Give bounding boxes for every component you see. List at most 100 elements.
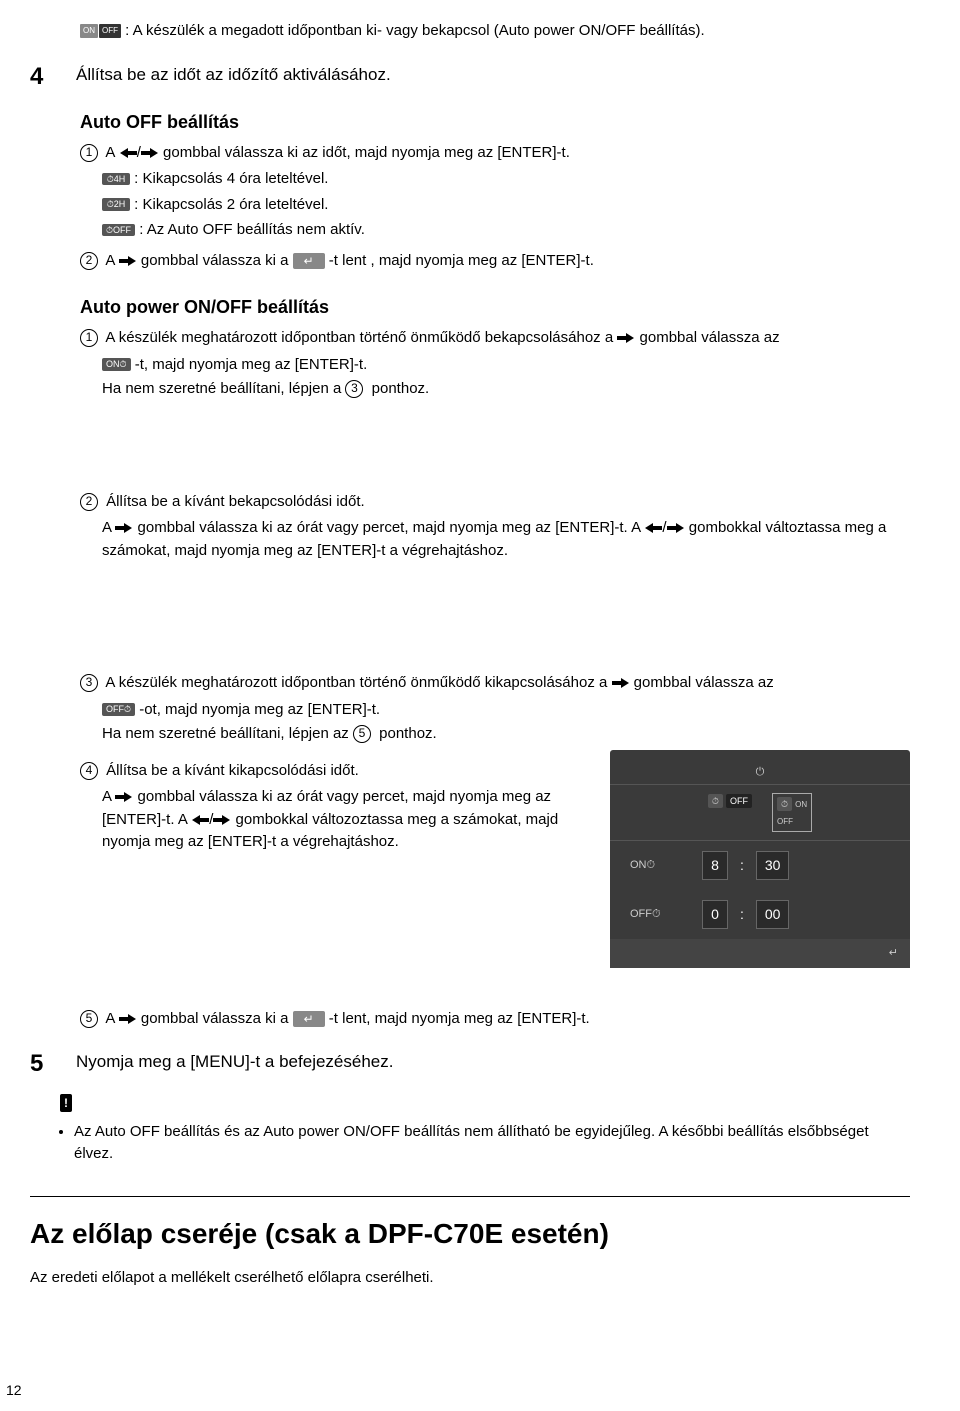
return-icon: ↵ xyxy=(293,253,325,269)
right-arrow-icon xyxy=(141,148,159,158)
auto-power-step-4b: A gombbal válassza ki az órát vagy perce… xyxy=(102,786,642,854)
left-arrow-icon xyxy=(191,815,209,825)
auto-off-step-2: 2 A gombbal válassza ki a ↵ -t lent , ma… xyxy=(80,250,910,273)
step-4-number: 4 xyxy=(30,59,70,95)
badge-2h-icon: ⏱2H xyxy=(102,198,130,211)
opt-off: ⏱OFF : Az Auto OFF beállítás nem aktív. xyxy=(102,219,910,242)
off-label: OFF⏱ xyxy=(630,906,690,923)
auto-off-step-1: 1 A / gombbal válassza ki az időt, majd … xyxy=(80,142,910,165)
note-item: Az Auto OFF beállítás és az Auto power O… xyxy=(74,1121,910,1166)
on-label: ON⏱ xyxy=(630,857,690,874)
text: -t lent, majd nyomja meg az [ENTER]-t. xyxy=(329,1010,590,1027)
off-hour: 0 xyxy=(702,900,728,929)
left-arrow-icon xyxy=(644,523,662,533)
step-4: 4 Állítsa be az időt az időzítő aktiválá… xyxy=(30,59,910,95)
auto-power-step-5: 5 A gombbal válassza ki a ↵ -t lent, maj… xyxy=(80,1008,910,1031)
step-5-text: Nyomja meg a [MENU]-t a befejezéséhez. xyxy=(76,1046,393,1075)
right-arrow-icon xyxy=(115,792,133,802)
text: : Kikapcsolás 4 óra leteltével. xyxy=(134,170,328,187)
step-5: 5 Nyomja meg a [MENU]-t a befejezéséhez. xyxy=(30,1046,910,1082)
text: gombbal válassza az xyxy=(634,674,774,691)
screen-mode-1: ⏱ OFF xyxy=(708,793,752,832)
right-arrow-icon xyxy=(213,815,231,825)
on-min: 30 xyxy=(756,851,790,880)
section-heading: Az előlap cseréje (csak a DPF-C70E eseté… xyxy=(30,1213,910,1255)
on-clock-badge-icon: ON⏱ xyxy=(102,358,131,371)
text: Ha nem szeretné beállítani, lépjen az xyxy=(102,725,353,742)
colon: : xyxy=(740,855,744,876)
auto-power-step-3: 3 A készülék meghatározott időpontban tö… xyxy=(80,672,910,695)
screen-footer: ↵ xyxy=(610,939,910,968)
circled-4: 4 xyxy=(80,762,98,780)
step-5-number: 5 xyxy=(30,1046,70,1082)
screen-header: ⏻ xyxy=(610,760,910,786)
screen-mockup: ⏻ ⏱ OFF ⏱ ONOFF ON⏱ 8 : 30 OFF⏱ 0 : 00 ↵ xyxy=(610,750,910,968)
right-arrow-icon xyxy=(115,523,133,533)
step-4-text: Állítsa be az időt az időzítő aktiválásá… xyxy=(76,59,391,88)
text: A xyxy=(105,1010,118,1027)
intro-text: : A készülék a megadott időpontban ki- v… xyxy=(125,22,704,39)
on-hour: 8 xyxy=(702,851,728,880)
text: gombbal válassza ki a xyxy=(141,1010,293,1027)
text: ponthoz. xyxy=(372,380,430,397)
text: gombbal válassza ki az órát vagy percet,… xyxy=(138,519,645,536)
on-time-row: ON⏱ 8 : 30 xyxy=(610,841,910,890)
text: A xyxy=(102,519,115,536)
auto-power-step-3c: Ha nem szeretné beállítani, lépjen az 5 … xyxy=(102,723,910,746)
badge-4h-icon: ⏱4H xyxy=(102,173,130,186)
text: -ot, majd nyomja meg az [ENTER]-t. xyxy=(139,701,380,718)
text: A xyxy=(105,144,118,161)
text: gombbal válassza ki a xyxy=(141,252,293,269)
text: A xyxy=(105,252,118,269)
right-arrow-icon xyxy=(119,256,137,266)
note-list: Az Auto OFF beállítás és az Auto power O… xyxy=(60,1121,910,1166)
section-divider xyxy=(30,1196,910,1197)
return-icon: ↵ xyxy=(293,1011,325,1027)
text: gombbal válassza az xyxy=(640,329,780,346)
auto-power-title: Auto power ON/OFF beállítás xyxy=(80,294,910,321)
off-min: 00 xyxy=(756,900,790,929)
circled-2: 2 xyxy=(80,252,98,270)
section-sub: Az eredeti előlapot a mellékelt cserélhe… xyxy=(30,1267,910,1290)
auto-power-step-1c: Ha nem szeretné beállítani, lépjen a 3 p… xyxy=(102,378,910,401)
right-arrow-icon xyxy=(667,523,685,533)
text: ponthoz. xyxy=(379,725,437,742)
right-arrow-icon xyxy=(617,333,635,343)
return-icon: ↵ xyxy=(889,947,898,959)
circled-3-ref: 3 xyxy=(345,380,363,398)
screen-mode-2: ⏱ ONOFF xyxy=(772,793,812,832)
off-clock-badge-icon: OFF⏱ xyxy=(102,703,135,716)
mini-off: OFF xyxy=(99,24,121,38)
right-arrow-icon xyxy=(612,678,630,688)
screen-mode-row: ⏱ OFF ⏱ ONOFF xyxy=(610,785,910,841)
text: A készülék meghatározott időpontban tört… xyxy=(105,674,611,691)
right-arrow-icon xyxy=(119,1014,137,1024)
circled-5-ref: 5 xyxy=(353,725,371,743)
text: Állítsa be a kívánt kikapcsolódási időt. xyxy=(106,762,359,779)
auto-off-title: Auto OFF beállítás xyxy=(80,109,910,136)
text: -t, majd nyomja meg az [ENTER]-t. xyxy=(135,356,368,373)
intro-row: ON OFF : A készülék a megadott időpontba… xyxy=(80,20,910,43)
auto-power-step-1: 1 A készülék meghatározott időpontban tö… xyxy=(80,327,910,350)
on-off-badge-icon: ON OFF xyxy=(80,24,121,38)
circled-2: 2 xyxy=(80,493,98,511)
mini-on: ON xyxy=(80,24,98,38)
auto-power-step-2b: A gombbal válassza ki az órát vagy perce… xyxy=(102,517,910,562)
auto-power-step-1b: ON⏱ -t, majd nyomja meg az [ENTER]-t. xyxy=(102,354,910,377)
text: : Kikapcsolás 2 óra leteltével. xyxy=(134,196,328,213)
colon: : xyxy=(740,904,744,925)
text: -t lent , majd nyomja meg az [ENTER]-t. xyxy=(329,252,594,269)
power-icon: ⏻ xyxy=(756,766,765,778)
text: Állítsa be a kívánt bekapcsolódási időt. xyxy=(106,493,365,510)
auto-power-step-2: 2 Állítsa be a kívánt bekapcsolódási idő… xyxy=(80,491,910,514)
circled-5: 5 xyxy=(80,1010,98,1028)
opt-4h: ⏱4H : Kikapcsolás 4 óra leteltével. xyxy=(102,168,910,191)
left-arrow-icon xyxy=(119,148,137,158)
opt-2h: ⏱2H : Kikapcsolás 2 óra leteltével. xyxy=(102,194,910,217)
text: A készülék meghatározott időpontban tört… xyxy=(105,329,617,346)
off-time-row: OFF⏱ 0 : 00 xyxy=(610,890,910,939)
circled-1: 1 xyxy=(80,329,98,347)
circled-3: 3 xyxy=(80,674,98,692)
badge-off-icon: ⏱OFF xyxy=(102,224,135,237)
auto-power-step-3b: OFF⏱ -ot, majd nyomja meg az [ENTER]-t. xyxy=(102,699,910,722)
